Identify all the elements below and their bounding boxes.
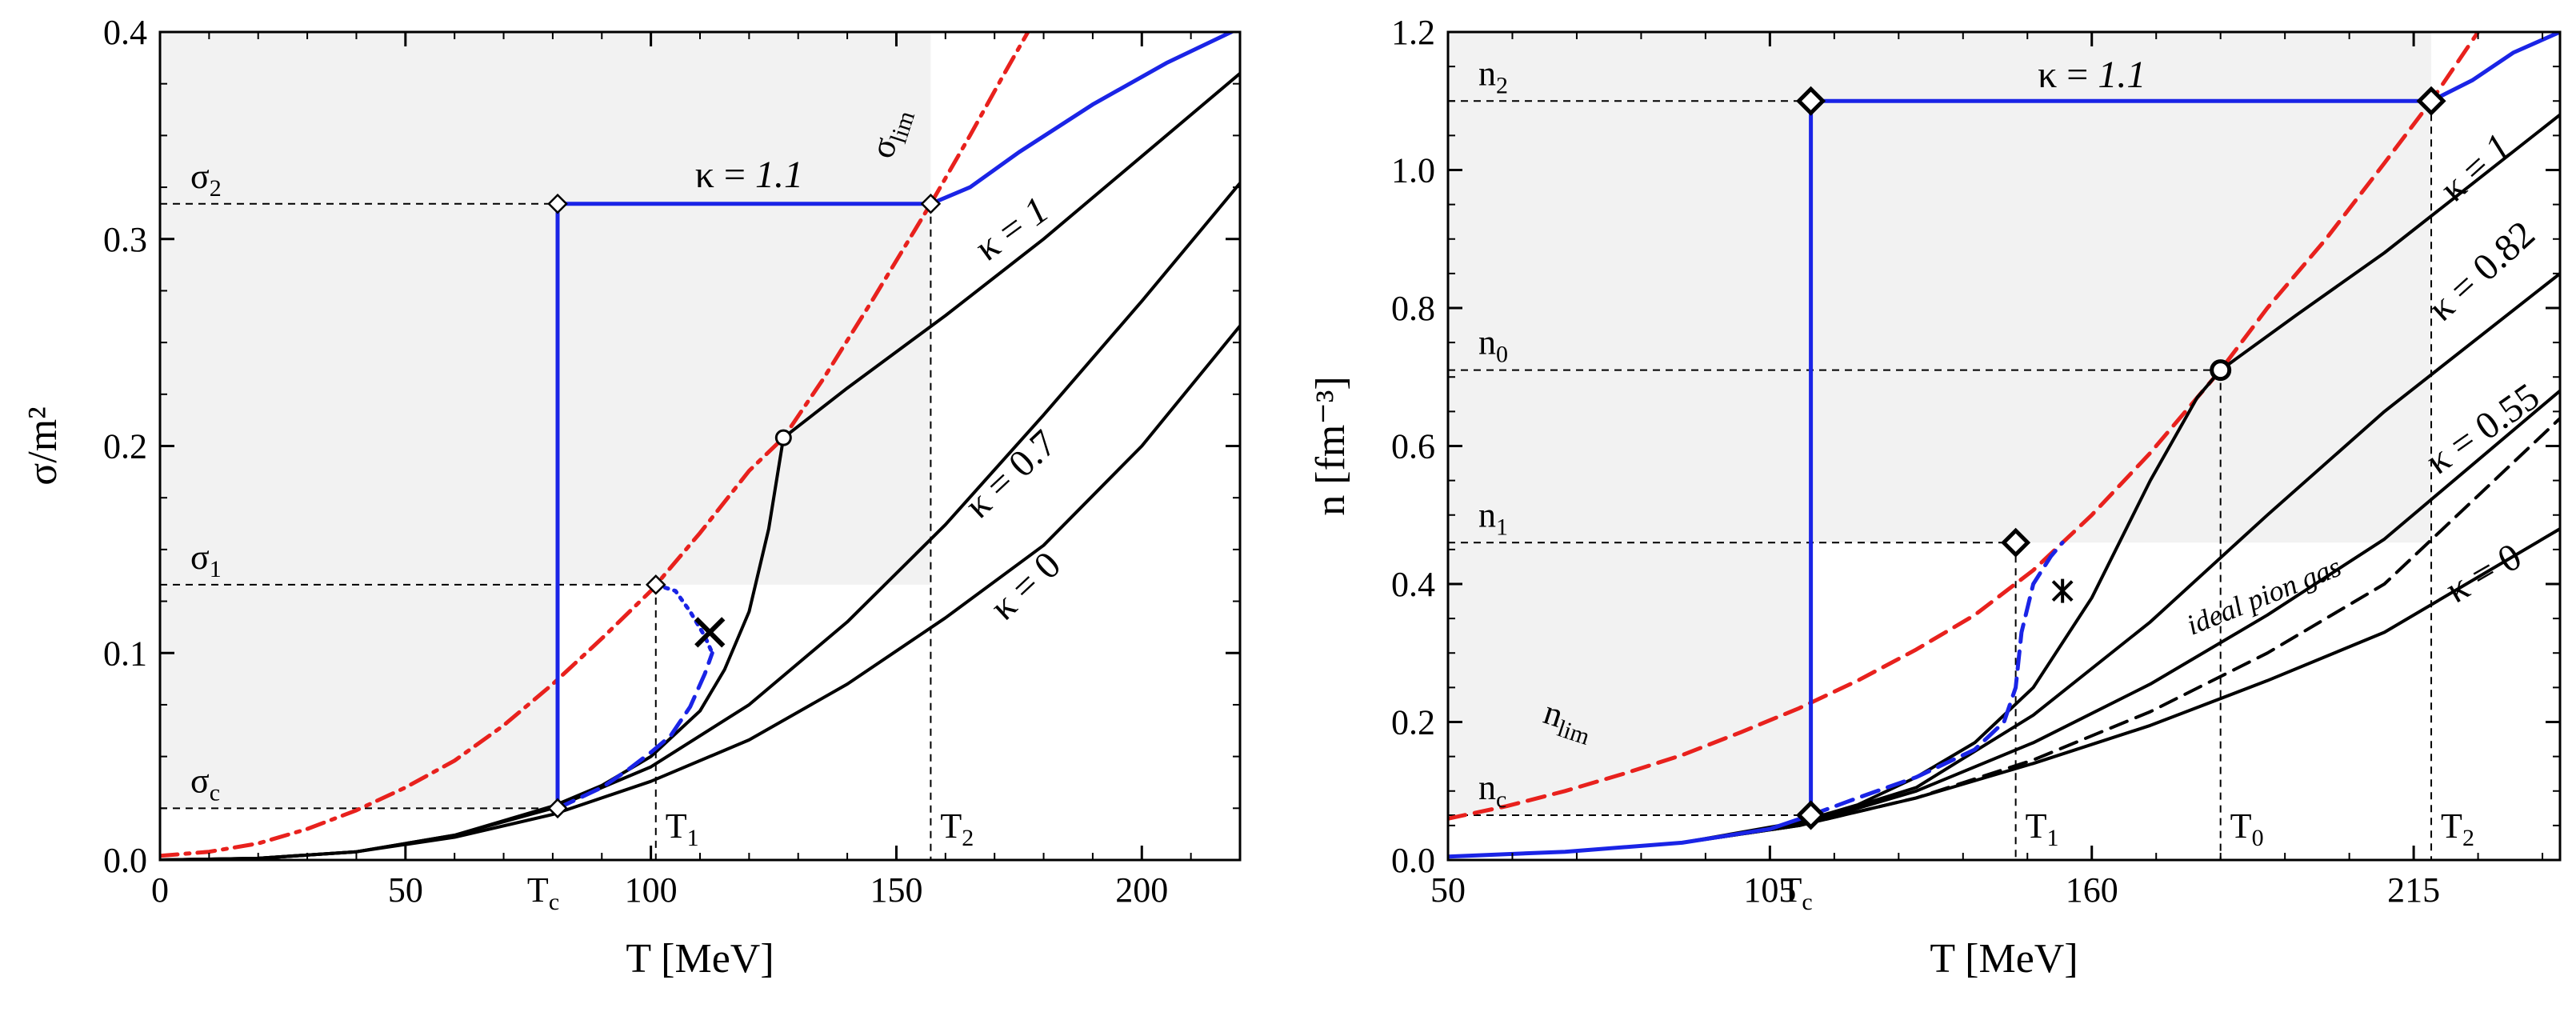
y-tick-label: 0.3 (103, 220, 147, 259)
hline-label-σ1: σ1 (190, 538, 222, 582)
left-panel-sigma-chart: 0 50 100 150 200 0.0 0.1 0.2 0.3 0.4 T [MeV] σ/m² σ2… (20, 13, 1242, 982)
series-kappa-1.1-dashed (555, 650, 714, 810)
x-axis-title: T [MeV] (1930, 936, 2078, 982)
plot-area (1448, 32, 2560, 860)
marker-star (2051, 578, 2074, 603)
kappa-label: κ = 1.1 (695, 154, 803, 196)
marker-diamond (646, 574, 666, 595)
y-tick-label: 0.4 (1391, 565, 1435, 604)
marker-diamond (2416, 86, 2446, 116)
series-kappa-1.1-dashed (1809, 540, 2065, 818)
x-tick-label: 150 (870, 870, 922, 910)
y-tick-label: 0.4 (103, 13, 147, 52)
hline-label-n0: n0 (1478, 323, 1508, 368)
hline-label-n2: n2 (1478, 54, 1508, 98)
hline-label-σ2: σ2 (190, 157, 222, 202)
hline-label-n1: n1 (1478, 495, 1508, 540)
vline-label-T2: T2 (940, 806, 974, 851)
x-tick-label: 0 (151, 870, 169, 910)
hline-label-nc: nc (1478, 768, 1506, 813)
x-axis-title: T [MeV] (626, 936, 774, 982)
y-tick-label: 0.0 (103, 841, 147, 880)
vline-label-T1: T1 (2026, 806, 2059, 851)
vline-label-T2: T2 (2441, 806, 2474, 851)
y-axis-title: σ/m² (20, 406, 66, 486)
series-kappa-1.1 (555, 32, 1236, 810)
marker-circle (774, 429, 792, 446)
series-kappa-1.1 (1448, 32, 2560, 859)
kappa-label: κ = 0.55 (2418, 375, 2547, 483)
kappa-label: κ = 1.1 (2038, 54, 2146, 96)
kappa-label: ideal pion gas (2182, 550, 2346, 642)
y-axis-title: n [fm⁻³] (1308, 376, 1354, 515)
x-tick-label: 160 (2066, 870, 2118, 910)
kappa-label: κ = 0 (982, 543, 1069, 628)
plot-area (160, 32, 1240, 860)
marker-cross (694, 617, 726, 648)
kappa-label: κ = 1 (2432, 126, 2519, 210)
shaded-region (160, 32, 931, 585)
marker-diamond (1796, 86, 1826, 116)
y-tick-label: 0.1 (103, 634, 147, 673)
y-tick-label: 0.0 (1391, 841, 1435, 880)
kappa-label: κ = 1 (967, 189, 1056, 270)
series-σ_lim (160, 32, 1030, 858)
right-panel-density-chart: 50 105 160 215 0.0 0.2 0.4 0.6 0.8 1.0 1.2 T [MeV] n… (1308, 13, 2562, 982)
kappa-label: κ = 0.7 (957, 422, 1065, 526)
tc-label: Tc (527, 870, 559, 915)
kappa-label: κ = 0 (2438, 535, 2528, 612)
hline-label-σc: σc (190, 761, 220, 806)
x-tick-label: 215 (2387, 870, 2440, 910)
marker-diamond (547, 193, 568, 214)
y-tick-label: 0.6 (1391, 427, 1435, 466)
x-tick-label: 50 (1430, 870, 1466, 910)
y-tick-label: 1.2 (1391, 13, 1435, 52)
y-tick-label: 0.2 (103, 427, 147, 466)
vline-label-T0: T0 (2230, 806, 2264, 851)
y-tick-label: 1.0 (1391, 151, 1435, 190)
x-tick-label: 200 (1115, 870, 1168, 910)
marker-diamond (2001, 527, 2031, 558)
shaded-region-lower (1448, 542, 1811, 815)
series-kappa-1.1-metastable (654, 582, 714, 655)
x-tick-label: 100 (625, 870, 678, 910)
shaded-region-lower (160, 584, 558, 809)
kappa-label: κ = 0.82 (2420, 213, 2543, 330)
x-tick-label: 50 (388, 870, 423, 910)
tc-label: Tc (1780, 870, 1812, 915)
y-tick-label: 0.8 (1391, 289, 1435, 328)
shaded-region (1448, 32, 2432, 543)
vline-label-T1: T1 (666, 806, 699, 851)
x-tick-label: 105 (1743, 870, 1796, 910)
marker-diamond (547, 798, 568, 819)
marker-circle (2210, 359, 2232, 382)
marker-diamond (1796, 800, 1826, 830)
y-tick-label: 0.2 (1391, 703, 1435, 742)
marker-diamond (920, 193, 942, 214)
series-kappa-1 (160, 71, 1240, 860)
series-n_lim (1448, 32, 2481, 821)
